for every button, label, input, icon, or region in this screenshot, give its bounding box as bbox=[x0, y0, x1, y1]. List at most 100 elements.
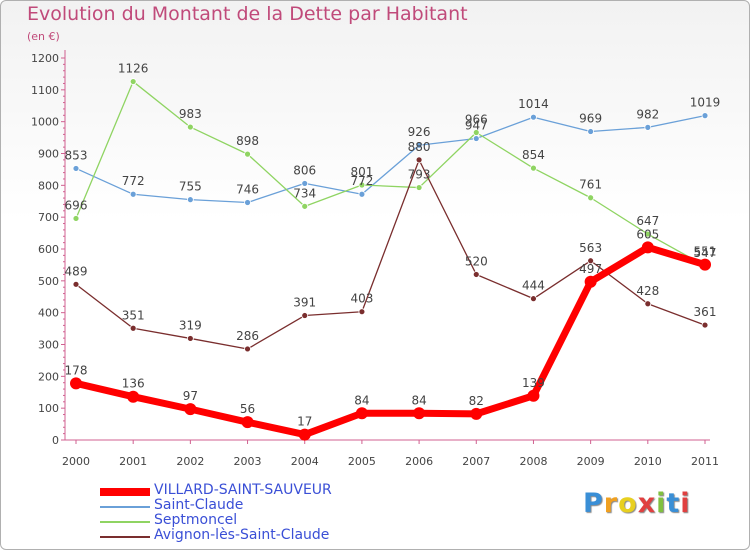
data-point bbox=[530, 113, 537, 121]
data-label: 1014 bbox=[518, 97, 549, 111]
data-label: 139 bbox=[522, 376, 545, 390]
y-tick-label: 700 bbox=[38, 211, 59, 224]
data-label: 17 bbox=[297, 415, 312, 429]
data-label: 319 bbox=[179, 318, 202, 332]
data-label: 696 bbox=[65, 198, 88, 212]
logo-letter: o bbox=[618, 488, 638, 519]
legend-label: Avignon-lès-Saint-Claude bbox=[154, 527, 330, 543]
legend-swatch bbox=[100, 536, 150, 538]
data-label: 755 bbox=[179, 180, 202, 194]
data-label: 880 bbox=[408, 140, 431, 154]
data-point bbox=[472, 271, 480, 278]
data-point bbox=[644, 123, 652, 131]
data-point bbox=[301, 312, 309, 319]
logo-letter: P bbox=[583, 488, 604, 519]
logo-letter: t bbox=[666, 488, 681, 519]
data-label: 647 bbox=[636, 214, 659, 228]
data-label: 746 bbox=[236, 183, 259, 197]
data-point bbox=[413, 407, 426, 420]
y-tick-label: 800 bbox=[38, 179, 59, 192]
series-line bbox=[75, 159, 706, 350]
data-point bbox=[415, 141, 423, 149]
data-label: 551 bbox=[694, 245, 717, 259]
data-point bbox=[587, 257, 595, 265]
data-point bbox=[298, 428, 311, 441]
data-point bbox=[129, 190, 137, 198]
data-label: 793 bbox=[408, 168, 431, 182]
data-point bbox=[244, 345, 251, 353]
legend-label: VILLARD-SAINT-SAUVEUR bbox=[154, 482, 332, 498]
data-label: 806 bbox=[293, 163, 316, 177]
data-point bbox=[587, 128, 595, 135]
data-label: 605 bbox=[636, 227, 659, 241]
unit-label: (en €) bbox=[27, 30, 60, 43]
data-point bbox=[244, 150, 251, 158]
data-label: 772 bbox=[122, 174, 145, 188]
data-label: 983 bbox=[179, 107, 202, 121]
data-point bbox=[699, 258, 711, 271]
data-label: 82 bbox=[469, 394, 484, 408]
data-label: 854 bbox=[522, 148, 545, 162]
logo-letter: i bbox=[680, 488, 691, 519]
data-point bbox=[587, 194, 595, 202]
data-label: 734 bbox=[293, 186, 316, 200]
x-tick-label: 2001 bbox=[119, 455, 147, 468]
y-tick-label: 400 bbox=[38, 307, 59, 320]
logo-letter: r bbox=[603, 488, 619, 519]
x-tick-label: 2000 bbox=[62, 455, 90, 468]
data-point bbox=[186, 335, 194, 342]
data-point bbox=[358, 181, 366, 189]
data-label: 761 bbox=[579, 178, 602, 192]
series-line bbox=[75, 243, 707, 439]
data-label: 898 bbox=[236, 134, 259, 148]
data-point bbox=[527, 389, 540, 402]
data-label: 361 bbox=[694, 305, 717, 319]
data-point bbox=[701, 321, 709, 329]
legend-swatch bbox=[100, 506, 150, 508]
data-label: 178 bbox=[65, 363, 88, 377]
data-label: 403 bbox=[350, 292, 373, 306]
data-label: 966 bbox=[465, 112, 488, 126]
legend-swatch bbox=[100, 488, 150, 496]
data-label: 351 bbox=[122, 308, 145, 322]
data-point bbox=[701, 112, 709, 120]
y-tick-label: 300 bbox=[38, 339, 59, 352]
y-tick-label: 1200 bbox=[31, 52, 59, 65]
data-point bbox=[644, 230, 652, 238]
data-label: 84 bbox=[411, 393, 426, 407]
x-tick-label: 2005 bbox=[348, 455, 376, 468]
data-point bbox=[241, 416, 254, 429]
data-point bbox=[244, 199, 251, 206]
data-point bbox=[129, 324, 137, 332]
data-label: 444 bbox=[522, 279, 545, 293]
data-label: 391 bbox=[293, 296, 316, 310]
x-tick-label: 2006 bbox=[405, 455, 433, 468]
legend-swatch bbox=[100, 521, 150, 523]
x-tick-label: 2010 bbox=[634, 455, 662, 468]
data-point bbox=[641, 241, 654, 254]
x-tick-label: 2003 bbox=[234, 455, 262, 468]
data-point bbox=[301, 180, 309, 187]
data-point bbox=[186, 196, 194, 204]
data-point bbox=[530, 295, 537, 303]
x-tick-label: 2009 bbox=[577, 455, 605, 468]
data-label: 969 bbox=[579, 112, 602, 126]
y-tick-label: 1000 bbox=[31, 116, 59, 129]
data-point bbox=[358, 190, 366, 198]
x-tick-label: 2004 bbox=[291, 455, 319, 468]
logo-letter: x bbox=[637, 488, 657, 519]
data-label: 547 bbox=[694, 246, 717, 260]
legend-label: Septmoncel bbox=[154, 512, 238, 528]
data-point bbox=[184, 403, 197, 416]
series-line bbox=[75, 80, 706, 267]
data-label: 497 bbox=[579, 262, 602, 276]
y-tick-label: 500 bbox=[38, 275, 59, 288]
series-line bbox=[75, 114, 706, 204]
x-tick-label: 2008 bbox=[519, 455, 547, 468]
data-point bbox=[72, 280, 80, 288]
data-point bbox=[72, 165, 80, 172]
data-point bbox=[70, 377, 82, 390]
data-label: 286 bbox=[236, 329, 259, 343]
data-point bbox=[470, 407, 483, 420]
